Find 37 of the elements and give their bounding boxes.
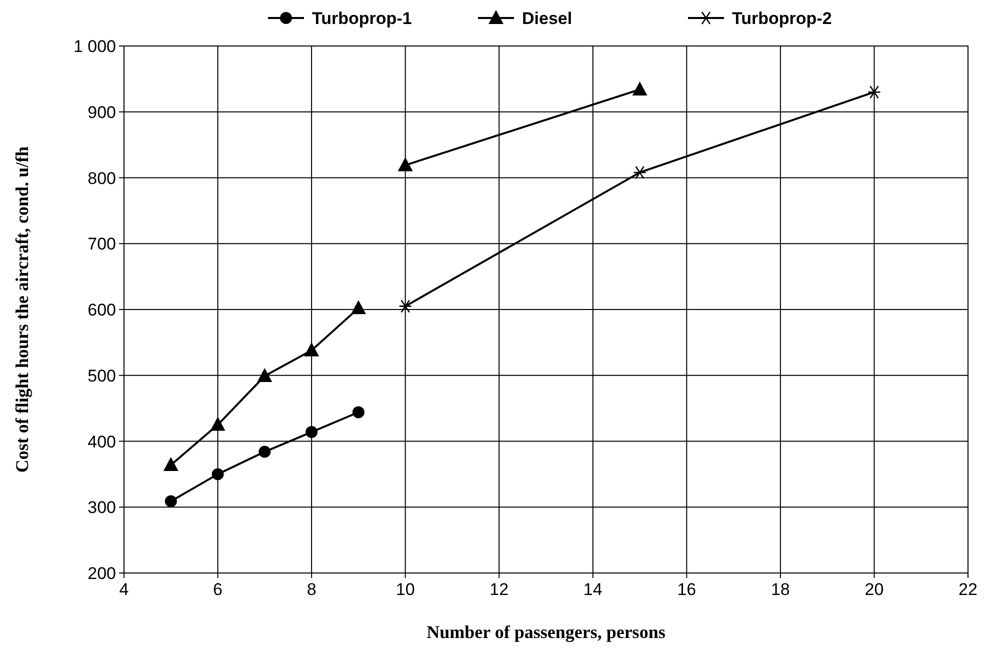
x-tick-label: 8 — [306, 580, 316, 599]
point — [257, 368, 272, 382]
y-tick-label: 900 — [88, 102, 116, 122]
x-tick-label: 10 — [396, 580, 415, 599]
point — [350, 300, 366, 314]
point — [352, 406, 364, 418]
legend-label: Turboprop-1 — [312, 9, 412, 28]
point — [163, 456, 178, 471]
x-tick-label: 12 — [490, 580, 509, 599]
point — [304, 342, 320, 356]
x-axis-title: Number of passengers, persons — [426, 622, 666, 642]
point — [212, 468, 224, 480]
point — [164, 495, 177, 508]
y-tick-label: 400 — [88, 432, 116, 452]
point — [258, 446, 271, 458]
point — [306, 426, 318, 438]
x-tick-label: 16 — [677, 580, 696, 599]
x-tick-label: 18 — [770, 580, 790, 599]
y-tick-label: 1 000 — [73, 37, 116, 56]
point — [210, 416, 226, 431]
x-tick-label: 14 — [583, 580, 602, 599]
y-tick-label: 500 — [88, 366, 116, 386]
x-tick-label: 20 — [864, 580, 884, 599]
y-tick-label: 600 — [88, 300, 116, 320]
x-tick-label: 6 — [213, 580, 223, 599]
point — [633, 166, 646, 180]
y-axis-title: Cost of flight hours the aircraft, cond. u/fh — [12, 146, 32, 473]
x-tick-label: 4 — [119, 580, 129, 599]
y-tick-label: 200 — [88, 564, 116, 583]
point — [868, 85, 881, 99]
y-tick-label: 300 — [88, 498, 116, 518]
y-tick-label: 700 — [88, 234, 116, 254]
x-tick-label: 22 — [958, 580, 978, 599]
point — [398, 300, 412, 313]
y-tick-label: 800 — [88, 168, 116, 188]
legend-label: Turboprop-2 — [732, 9, 832, 28]
legend-label: Diesel — [522, 9, 572, 28]
